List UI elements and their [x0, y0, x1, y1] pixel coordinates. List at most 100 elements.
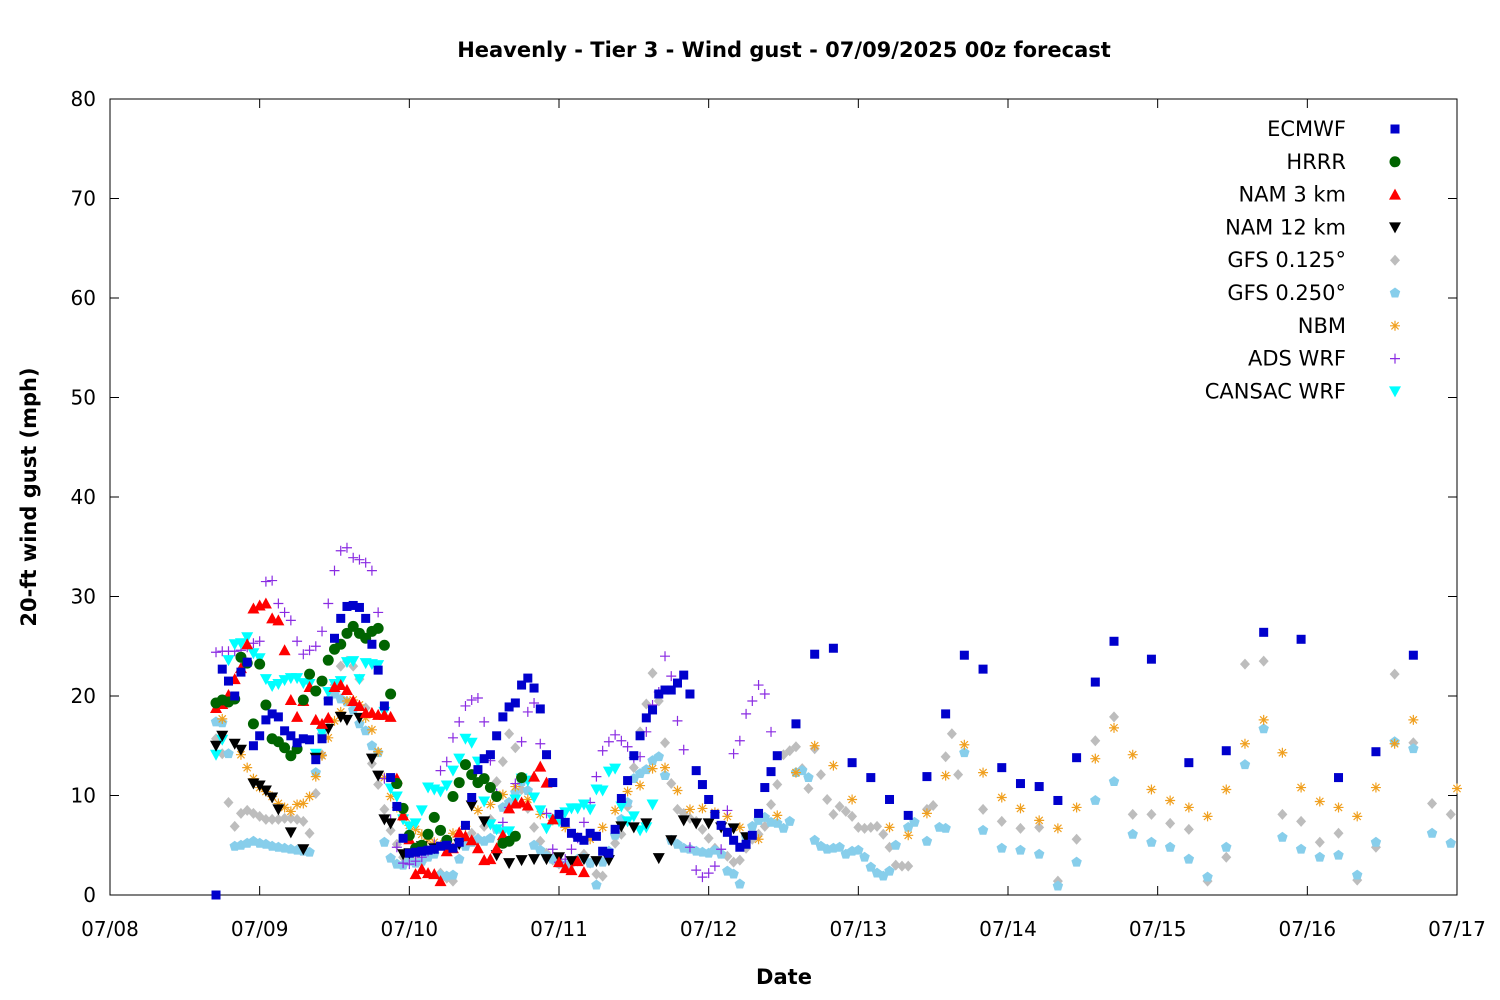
data-point — [446, 765, 459, 777]
legend-label: ADS WRF — [1248, 347, 1346, 371]
series-ecmwf — [211, 600, 1418, 900]
data-point — [878, 828, 889, 840]
data-point — [335, 660, 346, 672]
x-tick-label: 07/09 — [231, 917, 289, 941]
y-tick-label: 30 — [71, 585, 96, 609]
data-point — [479, 716, 490, 727]
data-point — [1296, 815, 1307, 827]
data-point — [803, 783, 814, 795]
data-point — [828, 643, 838, 653]
data-point — [1296, 782, 1307, 793]
data-point — [279, 607, 290, 618]
data-point — [510, 742, 521, 754]
data-point — [311, 755, 321, 765]
data-point — [635, 731, 645, 741]
data-point — [591, 879, 602, 890]
data-point — [648, 705, 658, 715]
data-point — [1426, 827, 1438, 838]
data-point — [298, 798, 309, 809]
data-point — [1258, 723, 1269, 734]
data-point — [685, 689, 695, 699]
data-point — [342, 601, 352, 611]
data-point — [1033, 848, 1045, 859]
y-tick-label: 0 — [83, 883, 96, 907]
data-point — [529, 697, 540, 708]
data-point — [585, 834, 596, 845]
data-point — [840, 805, 851, 817]
data-point — [297, 694, 309, 706]
data-point — [734, 735, 745, 746]
data-point — [729, 835, 739, 845]
legend-label: GFS 0.250° — [1227, 281, 1346, 305]
data-point — [404, 848, 414, 858]
data-point — [416, 829, 427, 840]
data-point — [466, 827, 477, 839]
data-point — [366, 724, 377, 735]
data-point — [859, 822, 870, 834]
data-point — [540, 854, 553, 866]
data-point — [354, 554, 365, 565]
data-point — [684, 804, 695, 815]
data-point — [259, 674, 272, 686]
data-point — [1109, 636, 1119, 646]
data-point — [1221, 746, 1231, 756]
data-point — [647, 667, 658, 679]
data-point — [1090, 753, 1101, 764]
data-point — [571, 855, 584, 867]
data-point — [453, 826, 466, 838]
data-point — [510, 698, 520, 708]
data-point — [709, 861, 720, 872]
data-point — [660, 762, 671, 773]
data-point — [615, 801, 628, 813]
data-point — [228, 738, 241, 750]
data-point — [1239, 658, 1250, 670]
data-point — [217, 664, 227, 674]
x-axis: 07/08 07/09 07/10 07/11 07/12 07/13 07/14 07/15… — [81, 99, 1486, 941]
data-point — [260, 813, 271, 825]
data-point — [560, 822, 571, 833]
data-point — [1183, 802, 1194, 813]
data-point — [410, 856, 421, 867]
data-point — [304, 827, 315, 839]
data-point — [472, 805, 483, 816]
data-point — [1351, 869, 1363, 880]
data-point — [340, 714, 353, 726]
data-point — [428, 868, 441, 880]
data-point — [579, 835, 589, 845]
data-point — [566, 828, 576, 838]
data-point — [591, 771, 602, 782]
data-point — [1034, 821, 1045, 833]
data-point — [1090, 677, 1100, 687]
series-hrrr — [210, 620, 528, 854]
data-point — [291, 710, 304, 722]
data-point — [697, 872, 708, 883]
data-point — [222, 655, 235, 667]
data-point — [834, 841, 845, 852]
data-point — [1165, 817, 1176, 829]
data-point — [1277, 747, 1288, 758]
data-point — [1239, 738, 1250, 749]
data-point — [677, 815, 690, 827]
data-point — [329, 715, 340, 726]
data-point — [716, 844, 727, 855]
data-point — [465, 800, 478, 812]
data-point — [459, 733, 472, 745]
data-point — [578, 817, 589, 828]
data-point — [522, 785, 534, 795]
data-point — [565, 856, 578, 868]
data-point — [509, 830, 521, 842]
data-point — [616, 813, 627, 824]
data-point — [810, 649, 820, 659]
data-point — [478, 796, 491, 808]
data-point — [734, 878, 746, 889]
data-point — [417, 846, 427, 856]
data-point — [1127, 808, 1138, 820]
data-point — [610, 824, 620, 834]
data-point — [423, 845, 433, 855]
data-point — [390, 791, 403, 803]
data-point — [353, 699, 366, 711]
data-point — [728, 868, 739, 879]
data-point — [622, 786, 633, 797]
data-point — [515, 855, 528, 867]
